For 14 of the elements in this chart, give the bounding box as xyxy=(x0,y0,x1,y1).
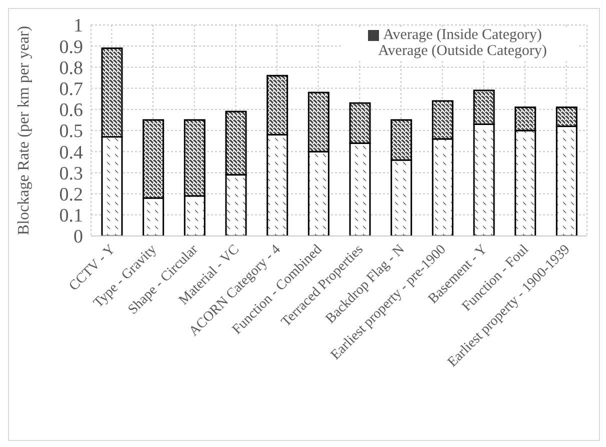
y-tick-label: 0.7 xyxy=(59,79,83,100)
y-tick-label: 0.6 xyxy=(59,100,83,122)
y-tick-label: 0.5 xyxy=(59,121,83,142)
y-tick-label: 0.2 xyxy=(59,184,83,206)
y-tick-label: 0.9 xyxy=(59,36,83,58)
y-axis-title: Blockage Rate (per km per year) xyxy=(16,26,33,236)
y-tick-label: 0.8 xyxy=(59,58,83,79)
y-tick-label: 1 xyxy=(74,16,83,37)
text: Average (Outside Category) xyxy=(378,43,547,59)
y-tick-label: 0.4 xyxy=(59,142,84,164)
y-tick-label: 0 xyxy=(74,226,83,248)
y-tick-label: 0.1 xyxy=(59,206,83,227)
legend-label: Average (Inside Category) xyxy=(383,27,542,43)
y-tick-label: 0.3 xyxy=(59,163,83,184)
